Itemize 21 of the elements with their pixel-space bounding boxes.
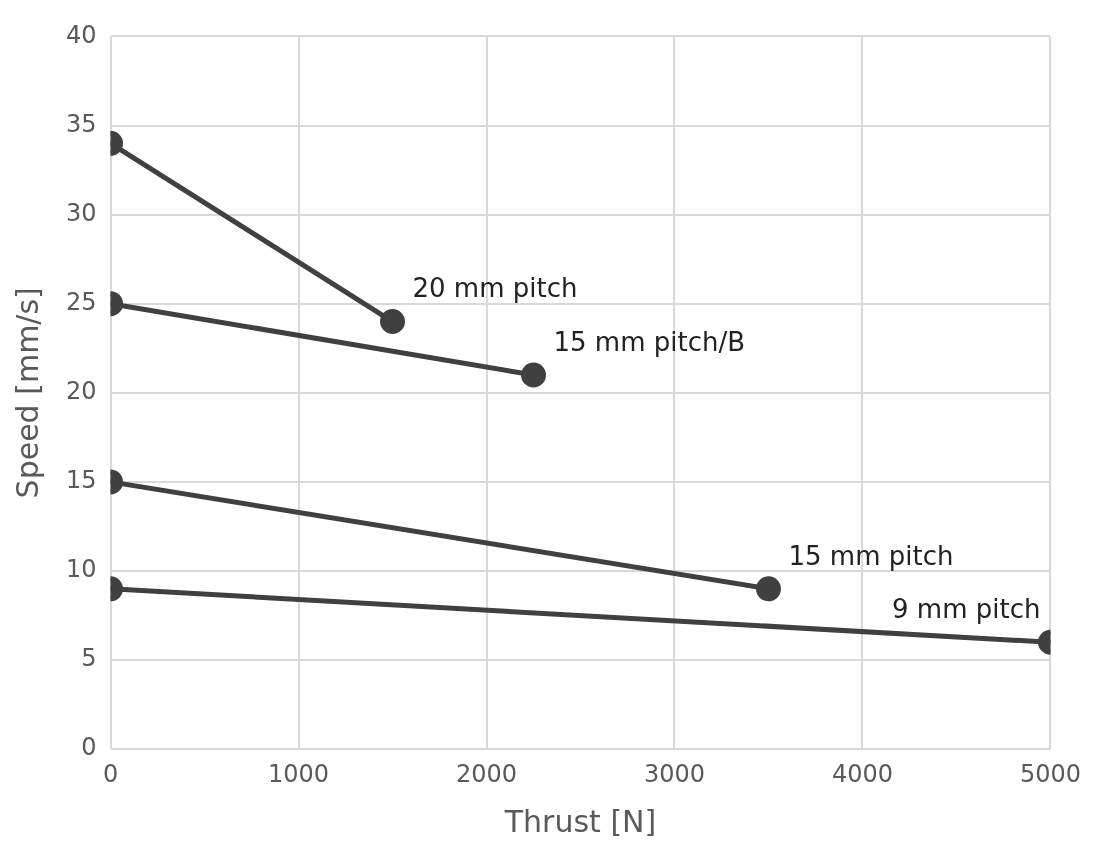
x-axis-title: Thrust [N]: [503, 803, 657, 839]
y-tick-label: 10: [65, 555, 97, 584]
y-tick-label: 40: [65, 20, 97, 49]
y-tick-label: 35: [65, 109, 97, 138]
y-tick-label: 15: [65, 466, 97, 495]
x-tick-label: 0: [102, 759, 119, 788]
x-tick-label: 1000: [267, 759, 330, 788]
y-tick-label: 30: [65, 198, 97, 227]
x-tick-label: 5000: [1019, 759, 1081, 788]
y-tick-label: 25: [65, 287, 97, 316]
series-label: 15 mm pitch: [788, 540, 954, 571]
y-axis-title: Speed [mm/s]: [9, 287, 45, 499]
x-tick-label: 2000: [455, 759, 518, 788]
series-label: 20 mm pitch: [412, 273, 578, 304]
x-tick-label: 4000: [831, 759, 894, 788]
y-tick-label: 20: [65, 377, 97, 406]
y-tick-label: 5: [81, 644, 97, 673]
x-tick-label: 3000: [643, 759, 706, 788]
series-label: 15 mm pitch/B: [553, 326, 746, 357]
series-label: 9 mm pitch: [892, 594, 1041, 625]
y-tick-label: 0: [81, 733, 97, 762]
